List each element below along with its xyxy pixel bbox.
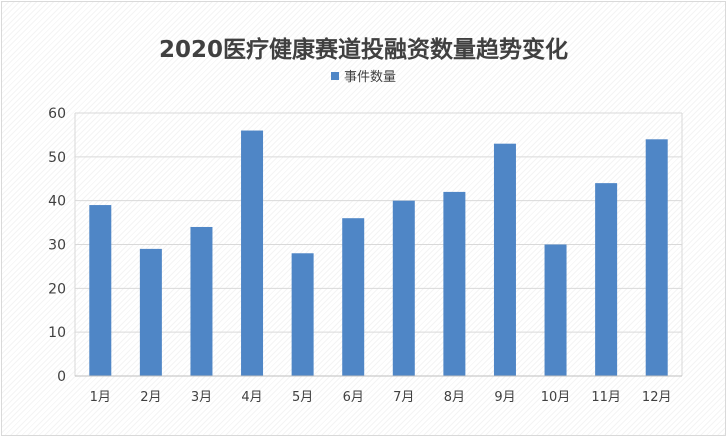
chart-legend: 事件数量	[0, 66, 727, 85]
bar	[645, 139, 668, 376]
y-tick-label: 40	[48, 194, 66, 210]
bar	[291, 253, 314, 376]
bar	[89, 205, 112, 376]
x-tick-label: 12月	[642, 390, 672, 405]
bar	[595, 183, 618, 376]
bar	[443, 191, 466, 376]
y-tick-label: 30	[48, 238, 66, 254]
x-tick-label: 3月	[191, 390, 212, 405]
bar	[241, 130, 264, 376]
x-tick-label: 1月	[90, 390, 111, 405]
bar	[544, 244, 567, 376]
x-tick-label: 5月	[292, 390, 313, 405]
y-tick-label: 50	[48, 150, 66, 166]
x-tick-label: 9月	[494, 390, 515, 405]
x-tick-label: 7月	[393, 390, 414, 405]
legend-label: 事件数量	[343, 70, 396, 85]
y-tick-label: 0	[57, 369, 66, 385]
bar	[493, 143, 516, 376]
x-tick-label: 10月	[541, 390, 571, 405]
x-tick-label: 8月	[444, 390, 465, 405]
y-tick-label: 10	[48, 325, 66, 341]
bar	[139, 248, 162, 376]
x-tick-label: 6月	[343, 390, 364, 405]
legend-swatch	[330, 71, 339, 80]
x-tick-label: 11月	[591, 390, 621, 405]
y-tick-label: 60	[48, 106, 66, 122]
bar	[342, 218, 365, 376]
bar	[392, 200, 415, 376]
x-tick-label: 4月	[241, 390, 262, 405]
chart-title: 2020医疗健康赛道投融资数量趋势变化	[158, 37, 568, 63]
x-tick-label: 2月	[140, 390, 161, 405]
y-tick-label: 20	[48, 281, 66, 297]
bar	[190, 226, 213, 376]
